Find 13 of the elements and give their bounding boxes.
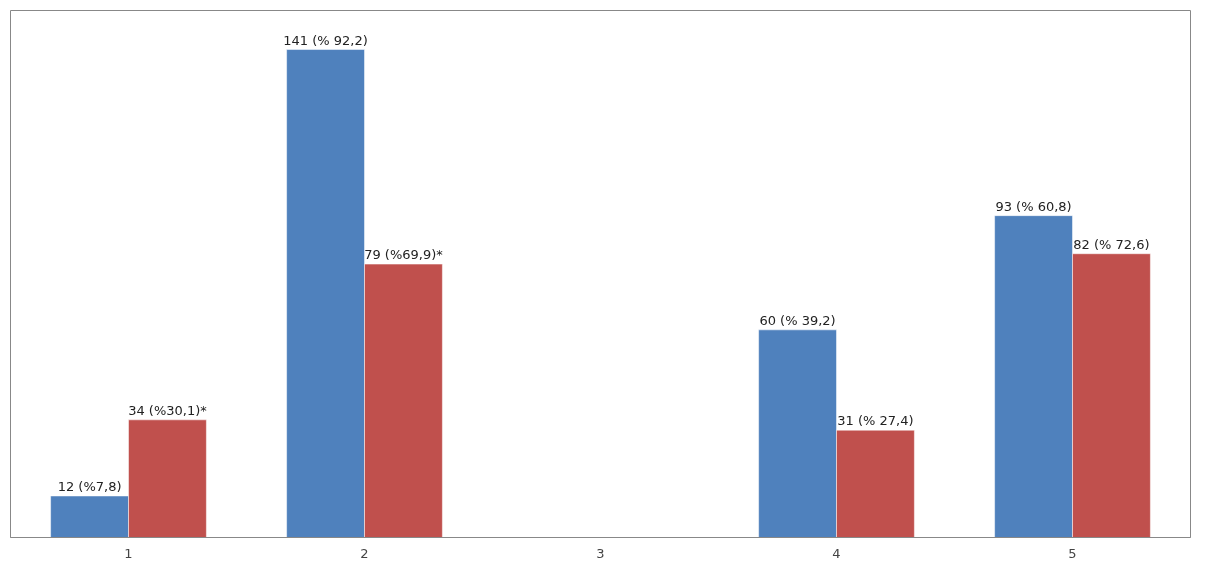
x-tick-label: 4 [832,545,841,561]
data-label: 93 (% 60,8) [995,198,1072,214]
data-label: 60 (% 39,2) [759,312,836,328]
x-tick-label: 1 [124,545,133,561]
data-label: 12 (%7,8) [57,478,122,494]
x-tick-label: 2 [360,545,369,561]
x-tick-label: 3 [596,545,605,561]
data-label: 34 (%30,1)* [128,402,208,418]
x-tick-label: 5 [1068,545,1077,561]
data-label: 141 (% 92,2) [283,32,368,48]
data-label: 79 (%69,9)* [364,247,444,263]
data-label: 82 (% 72,6) [1073,236,1150,252]
data-label: 31 (% 27,4) [837,413,914,429]
